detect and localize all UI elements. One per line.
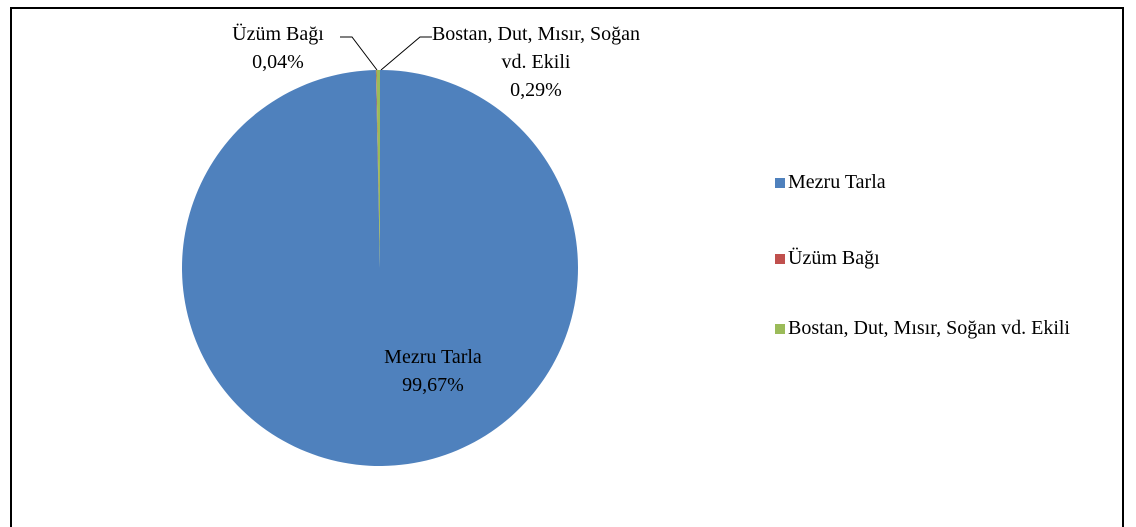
data-label: Mezru Tarla 99,67% (333, 343, 533, 399)
chart-frame (10, 7, 1124, 527)
pie-slice (375, 70, 380, 268)
data-label-value: 0,29% (510, 79, 562, 101)
legend-swatch (775, 178, 785, 188)
legend-swatch (775, 324, 785, 334)
legend-item: Bostan, Dut, Mısır, Soğan vd. Ekili (775, 315, 1105, 342)
legend-item: Mezru Tarla (775, 169, 1105, 196)
legend-label: Bostan, Dut, Mısır, Soğan vd. Ekili (788, 317, 1070, 339)
data-label: Üzüm Bağı 0,04% (203, 20, 353, 76)
pie-slice (181, 70, 578, 467)
legend-label: Üzüm Bağı (788, 247, 880, 269)
leader-line (380, 36, 432, 71)
data-label-name: Üzüm Bağı (232, 23, 324, 45)
leader-line (340, 36, 378, 71)
data-label-value: 0,04% (252, 51, 304, 73)
data-label: Bostan, Dut, Mısır, Soğan vd. Ekili 0,29% (430, 20, 642, 104)
pie-slice (376, 70, 380, 268)
legend-swatch (775, 254, 785, 264)
legend-label: Mezru Tarla (788, 171, 886, 193)
data-label-value: 99,67% (402, 374, 464, 396)
data-label-name: Mezru Tarla (384, 346, 482, 368)
legend-item: Üzüm Bağı (775, 245, 1105, 272)
data-label-name: Bostan, Dut, Mısır, Soğan vd. Ekili (431, 23, 641, 73)
